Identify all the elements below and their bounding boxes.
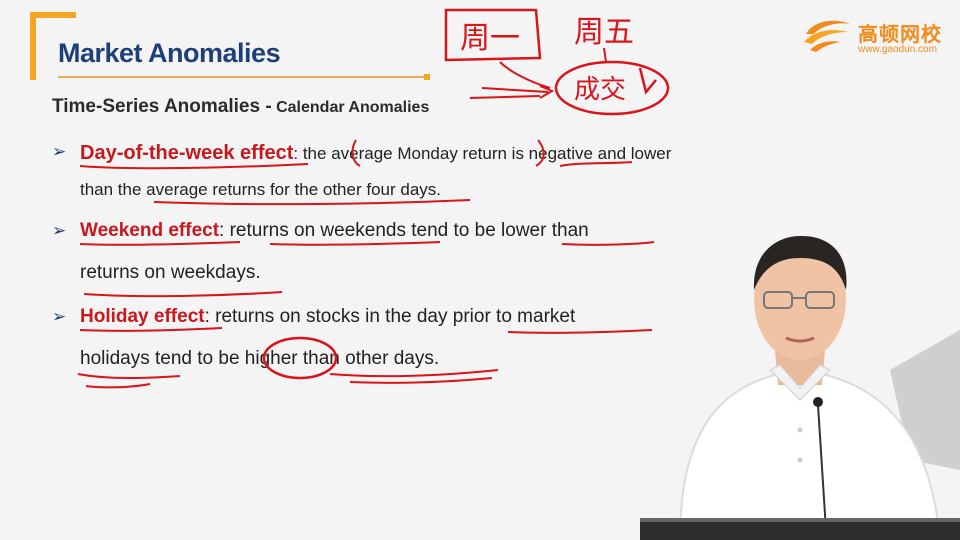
subheading-sub: Calendar Anomalies	[271, 99, 430, 116]
bullet-holiday-line1: Holiday effect: returns on stocks in the…	[80, 306, 575, 328]
note-volume: 成交	[574, 75, 626, 105]
bullet-1-text: : the average Monday return is negative …	[293, 144, 672, 163]
title-underline-dot	[424, 74, 430, 80]
term-day-of-week: Day-of-the-week effect	[80, 142, 294, 164]
presenter-hair	[753, 235, 847, 290]
underline-prior-to-market	[507, 329, 653, 334]
bullet-day-of-week-line2: than the average returns for the other f…	[80, 180, 441, 199]
subheading-main: Time-Series Anomalies -	[52, 96, 272, 117]
shirt-button	[797, 457, 803, 463]
connector-stroke	[603, 47, 607, 63]
underline-holidays	[77, 373, 181, 389]
bullet-day-of-week-line1: Day-of-the-week effect: the average Mond…	[80, 142, 671, 165]
underline-term-2	[79, 241, 241, 246]
bullet-weekend-line1: Weekend effect: returns on weekends tend…	[80, 220, 589, 242]
title-underline	[58, 76, 430, 78]
term-holiday: Holiday effect	[80, 306, 205, 327]
section-subheading: Time-Series Anomalies - Calendar Anomali…	[52, 96, 429, 118]
microphone-cable	[817, 404, 827, 531]
lectern-edge	[640, 518, 960, 522]
note1-box	[444, 8, 542, 62]
underline-other-days	[329, 369, 499, 384]
underline-term-3	[79, 327, 223, 332]
bullet-arrow-icon: ➢	[52, 221, 67, 240]
arrow-stroke	[499, 61, 551, 89]
underline-weekends	[269, 241, 441, 246]
arrow-head-icon	[539, 85, 555, 99]
note-monday: 周一	[460, 21, 520, 56]
bullet-weekend-line2: returns on weekdays.	[80, 262, 261, 283]
glasses-icon	[763, 291, 793, 309]
presenter-video	[640, 235, 960, 540]
note-friday: 周五	[574, 15, 634, 50]
underline-weekdays	[83, 291, 283, 298]
microphone-icon	[813, 397, 823, 407]
bullet-3-text: : returns on stocks in the day prior to …	[204, 306, 576, 327]
logo-name: 高顿网校	[858, 24, 942, 46]
arrow-strokes	[469, 87, 549, 99]
bullet-holiday-line2: holidays tend to be higher than other da…	[80, 348, 440, 369]
down-arrow-icon	[638, 67, 657, 95]
term-weekend: Weekend effect	[80, 220, 220, 241]
gaodun-logo: 高顿网校 www.gaodun.com	[800, 16, 950, 64]
presenter-head	[754, 240, 846, 360]
shirt-button	[797, 427, 803, 433]
note3-circle	[554, 60, 670, 116]
bullet-arrow-icon: ➢	[52, 142, 67, 161]
presenter-mouth	[785, 336, 815, 343]
underline-other-four-days	[153, 199, 471, 206]
bullet-2-text: : returns on weekends tend to be lower t…	[219, 220, 589, 241]
lectern	[640, 520, 960, 540]
presenter-collar	[769, 364, 831, 401]
slide-title: Market Anomalies	[58, 38, 281, 68]
bullet-arrow-icon: ➢	[52, 307, 67, 326]
logo-swoosh-icon	[804, 20, 850, 52]
title-frame-corner	[30, 12, 76, 80]
glasses-lens	[805, 291, 835, 309]
logo-url: www.gaodun.com	[858, 44, 937, 55]
